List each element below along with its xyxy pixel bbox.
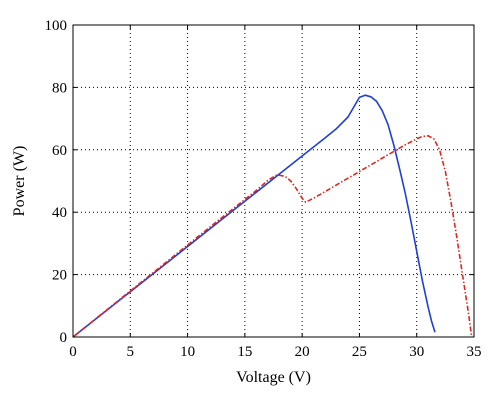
- y-tick-label: 60: [52, 143, 67, 159]
- y-tick-label: 100: [45, 18, 68, 34]
- axis-ticks: 0 5 10 15 20 25 30 35 0 20 40 60 80 100: [45, 18, 482, 360]
- x-tick-label: 10: [180, 344, 195, 360]
- y-tick-label: 20: [52, 268, 67, 284]
- y-tick-label: 80: [52, 80, 67, 96]
- x-axis-label: Voltage (V): [236, 369, 311, 386]
- grid: [73, 25, 474, 337]
- x-tick-label: 0: [69, 344, 77, 360]
- series-line-2: [72, 135, 473, 338]
- y-tick-label: 0: [60, 330, 68, 346]
- series-layer: [72, 94, 473, 338]
- series-line-1: [72, 94, 436, 338]
- plot-frame: [72, 24, 475, 338]
- x-tick-label: 5: [127, 344, 135, 360]
- x-tick-label: 35: [467, 344, 482, 360]
- x-tick-label: 15: [237, 344, 252, 360]
- y-axis-label: Power (W): [11, 146, 28, 217]
- x-tick-label: 20: [295, 344, 310, 360]
- y-tick-label: 40: [52, 205, 67, 221]
- x-tick-label: 30: [409, 344, 424, 360]
- x-tick-label: 25: [352, 344, 367, 360]
